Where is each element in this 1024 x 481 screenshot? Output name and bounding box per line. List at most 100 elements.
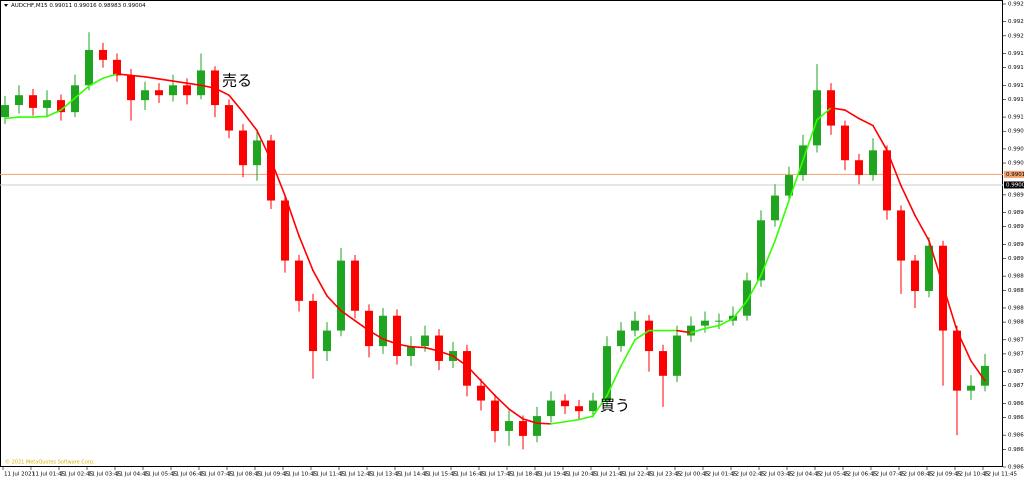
x-tick-label: 12 Jul 01:45 <box>704 472 737 478</box>
candle-body <box>365 310 373 347</box>
candle-body <box>57 100 65 113</box>
y-tick-label: 0.99215 <box>1008 33 1024 39</box>
candle-body <box>743 280 751 316</box>
candle-body <box>575 406 583 412</box>
ma-segment <box>60 97 76 111</box>
candle-body <box>757 220 765 281</box>
ma-segment <box>410 346 426 349</box>
ma-segment <box>592 394 608 417</box>
y-tick-label: 0.98785 <box>1008 337 1024 343</box>
candle-body <box>715 320 723 322</box>
ma-segment <box>102 73 118 80</box>
candle-body <box>1 105 9 118</box>
ma-segment <box>634 329 650 341</box>
ma-segment <box>844 109 860 120</box>
ma-segment <box>536 422 552 425</box>
ma-segment <box>46 109 62 118</box>
menu-arrow[interactable] <box>4 4 8 7</box>
y-tick-label: 0.98810 <box>1008 320 1024 326</box>
ma-segment <box>858 117 874 127</box>
candle-body <box>673 335 681 376</box>
x-tick-label: 12 Jul 05:45 <box>816 472 849 478</box>
x-tick-label: 11 Jul 21:45 <box>592 472 625 478</box>
candle-body <box>169 85 177 96</box>
ma-segment <box>4 116 20 120</box>
ma-segment <box>228 94 244 113</box>
y-tick-label: 0.98945 <box>1008 224 1024 230</box>
ma-segment <box>144 76 160 80</box>
y-tick-label: 0.98650 <box>1008 433 1024 439</box>
ma-segment <box>200 84 216 89</box>
y-tick-label: 0.99170 <box>1008 65 1024 71</box>
ma-segment <box>284 194 300 237</box>
ma-segment <box>116 73 132 77</box>
candle-body <box>407 346 415 357</box>
x-tick-label: 11 Jul 01:45 <box>32 472 65 478</box>
y-tick-label: 0.98920 <box>1008 242 1024 248</box>
x-tick-label: 11 Jul 10:45 <box>284 472 317 478</box>
x-tick-label: 11 Jul 16:45 <box>452 472 485 478</box>
ma-segment <box>522 418 538 424</box>
ma-segment <box>718 317 734 327</box>
y-tick-label: 0.99100 <box>1008 115 1024 121</box>
candle-body <box>141 90 149 101</box>
candle-body <box>463 351 471 386</box>
ma-segment <box>298 235 314 272</box>
ma-segment <box>88 77 104 87</box>
ma-segment <box>130 74 146 78</box>
x-tick-label: 12 Jul 04:45 <box>788 472 821 478</box>
candle-body <box>967 385 975 391</box>
candle-body <box>533 416 541 436</box>
x-tick-label: 11 Jul 13:45 <box>368 472 401 478</box>
candle-body <box>85 49 93 86</box>
y-tick-label: 0.98830 <box>1008 305 1024 311</box>
ma-segment <box>494 394 510 410</box>
x-tick-label: 12 Jul 02:45 <box>732 472 765 478</box>
candle-body <box>631 320 639 331</box>
x-tick-label: 11 Jul 15:45 <box>424 472 457 478</box>
candle-body <box>337 260 345 331</box>
plot-frame <box>0 0 1003 467</box>
y-tick-label: 0.99235 <box>1008 19 1024 25</box>
candle-body <box>561 400 569 407</box>
ma-segment <box>74 85 90 99</box>
price-label: 0.99019 <box>1006 172 1024 178</box>
y-tick-label: 0.99190 <box>1008 51 1024 57</box>
ma-segment <box>326 295 342 312</box>
ma-segment <box>830 107 846 111</box>
ma-segment <box>970 360 986 382</box>
candle-body <box>281 200 289 261</box>
ma-segment <box>690 327 706 334</box>
ma-segment <box>550 420 566 425</box>
x-tick-label: 11 Jul 18:45 <box>508 472 541 478</box>
candle-body <box>351 260 359 311</box>
x-tick-label: 11 Jul 20:45 <box>564 472 597 478</box>
candle-body <box>645 320 653 352</box>
y-tick-label: 0.99035 <box>1008 161 1024 167</box>
x-tick-label: 11 Jul 08:45 <box>228 472 261 478</box>
ma-segment <box>802 119 818 162</box>
candle-body <box>253 140 261 166</box>
y-tick-label: 0.98855 <box>1008 288 1024 294</box>
candle-body <box>981 365 989 386</box>
x-tick-label: 11 Jul 14:45 <box>396 472 429 478</box>
ma-segment <box>186 82 202 87</box>
y-tick-label: 0.98965 <box>1008 210 1024 216</box>
y-tick-label: 0.98900 <box>1008 256 1024 262</box>
candle-body <box>323 330 331 352</box>
x-tick-label: 12 Jul 10:45 <box>956 472 989 478</box>
candle-body <box>897 210 905 261</box>
x-tick-label: 11 Jul 03:45 <box>88 472 121 478</box>
candle-body <box>113 59 121 76</box>
candle-body <box>869 150 877 176</box>
candle-body <box>883 150 891 211</box>
candle-body <box>379 315 387 347</box>
candle-body <box>855 160 863 176</box>
ma-segment <box>312 269 328 297</box>
candle-body <box>267 140 275 201</box>
candle-body <box>701 320 709 326</box>
candle-body <box>925 245 933 291</box>
y-tick-label: 0.98990 <box>1008 192 1024 198</box>
ma-segment <box>746 274 762 302</box>
